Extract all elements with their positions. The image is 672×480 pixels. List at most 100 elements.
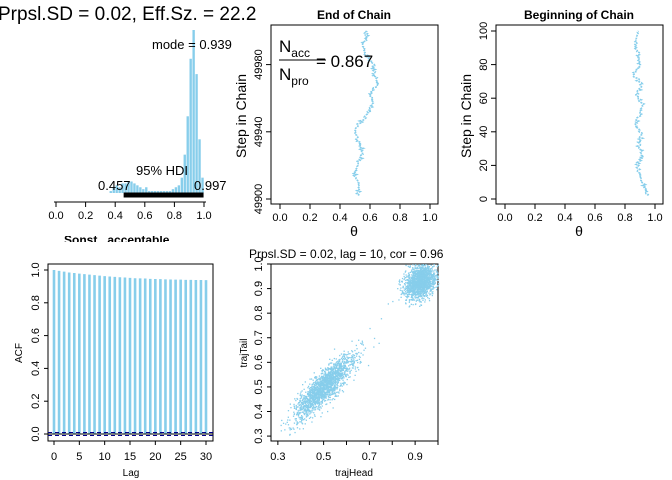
scatter-point bbox=[328, 371, 331, 373]
scatter-y-tick-label: 0.4 bbox=[253, 404, 265, 419]
scatter-point bbox=[293, 405, 295, 407]
scatter-point bbox=[415, 267, 417, 270]
scatter-point bbox=[420, 276, 423, 278]
scatter-point bbox=[416, 267, 418, 269]
scatter-point bbox=[361, 340, 363, 342]
scatter-point bbox=[304, 400, 307, 402]
scatter-point bbox=[422, 285, 425, 287]
scatter-point bbox=[417, 293, 419, 295]
histogram-bar bbox=[183, 154, 186, 193]
scatter-point bbox=[424, 277, 427, 279]
scatter-point bbox=[301, 407, 303, 409]
scatter-point bbox=[356, 367, 359, 369]
scatter-point bbox=[412, 282, 414, 284]
scatter-point bbox=[318, 400, 320, 402]
scatter-point bbox=[411, 284, 413, 287]
scatter-point bbox=[420, 278, 422, 280]
lag-scatter-title: Prpsl.SD = 0.02, lag = 10, cor = 0.96 bbox=[249, 247, 444, 261]
scatter-point bbox=[410, 285, 412, 287]
scatter-point bbox=[317, 403, 319, 405]
scatter-point bbox=[314, 388, 316, 391]
scatter-point bbox=[316, 378, 318, 381]
begin-trace-x-tick-label: 0.2 bbox=[527, 212, 542, 224]
scatter-point bbox=[314, 388, 316, 390]
scatter-point bbox=[335, 375, 338, 377]
scatter-point bbox=[303, 405, 305, 408]
scatter-point bbox=[326, 376, 329, 378]
scatter-point bbox=[307, 407, 309, 409]
scatter-point bbox=[321, 379, 324, 382]
histogram-bar bbox=[168, 191, 172, 193]
scatter-point bbox=[364, 347, 367, 349]
scatter-point bbox=[299, 428, 301, 430]
scatter-point bbox=[423, 288, 426, 291]
scatter-point bbox=[419, 267, 422, 269]
scatter-point bbox=[321, 370, 324, 372]
scatter-point bbox=[298, 411, 300, 414]
scatter-point bbox=[314, 401, 317, 403]
scatter-point bbox=[412, 277, 414, 279]
hdi-low-label: 0.457 bbox=[98, 178, 131, 193]
scatter-point bbox=[324, 385, 326, 387]
begin-trace-y-tick-label: 80 bbox=[478, 58, 490, 70]
scatter-point bbox=[418, 287, 420, 289]
scatter-point bbox=[402, 285, 404, 287]
scatter-point bbox=[425, 269, 427, 271]
scatter-point bbox=[429, 277, 431, 279]
scatter-point bbox=[401, 277, 404, 280]
scatter-point bbox=[399, 289, 401, 291]
histogram-bar bbox=[192, 30, 195, 193]
scatter-point bbox=[425, 291, 427, 293]
scatter-point bbox=[337, 395, 339, 397]
scatter-point bbox=[402, 290, 404, 293]
scatter-point bbox=[329, 384, 332, 386]
scatter-point bbox=[410, 286, 412, 288]
scatter-point bbox=[401, 280, 403, 282]
histogram-bar bbox=[151, 191, 154, 193]
scatter-point bbox=[315, 398, 317, 400]
scatter-point bbox=[414, 284, 416, 286]
scatter-point bbox=[309, 378, 311, 380]
scatter-point bbox=[424, 274, 426, 276]
scatter-point bbox=[331, 388, 333, 390]
scatter-point bbox=[421, 273, 423, 275]
scatter-point bbox=[322, 393, 324, 396]
scatter-point bbox=[312, 405, 314, 408]
scatter-point bbox=[319, 389, 321, 392]
scatter-point bbox=[426, 267, 428, 269]
end-chain-xlabel: θ bbox=[350, 223, 358, 239]
scatter-point bbox=[295, 404, 297, 407]
scatter-point bbox=[422, 279, 424, 281]
scatter-point bbox=[328, 385, 330, 387]
scatter-point bbox=[355, 360, 357, 362]
scatter-point bbox=[412, 275, 414, 278]
scatter-point bbox=[323, 391, 325, 394]
scatter-point bbox=[337, 374, 339, 376]
scatter-point bbox=[320, 389, 322, 392]
scatter-point bbox=[416, 293, 418, 295]
begin-trace-y-tick-label: 40 bbox=[478, 126, 490, 138]
begin-chain-xlabel: θ bbox=[575, 223, 583, 239]
scatter-point bbox=[340, 363, 342, 365]
scatter-point bbox=[433, 280, 435, 282]
scatter-point bbox=[307, 406, 309, 408]
scatter-point bbox=[420, 281, 422, 283]
scatter-point bbox=[341, 370, 343, 372]
scatter-point bbox=[417, 286, 419, 288]
scatter-point bbox=[342, 374, 344, 376]
scatter-point bbox=[399, 281, 401, 283]
scatter-point bbox=[334, 376, 336, 378]
scatter-point bbox=[360, 352, 362, 354]
scatter-point bbox=[339, 375, 341, 378]
scatter-point bbox=[315, 396, 317, 399]
scatter-point bbox=[426, 277, 428, 279]
scatter-point bbox=[412, 292, 414, 295]
scatter-point bbox=[308, 410, 310, 412]
scatter-point bbox=[431, 275, 433, 278]
scatter-point bbox=[407, 280, 410, 282]
scatter-point bbox=[307, 392, 309, 394]
scatter-point bbox=[324, 371, 327, 373]
acf-x-tick-label: 0 bbox=[51, 451, 57, 463]
scatter-point bbox=[286, 421, 288, 423]
scatter-point bbox=[305, 397, 307, 400]
